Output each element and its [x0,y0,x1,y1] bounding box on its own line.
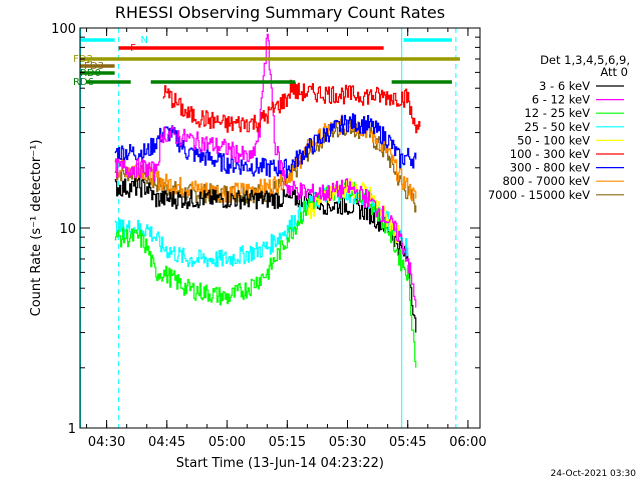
legend-label-4: 25 - 50 keV [524,120,590,134]
legend-label-2: 6 - 12 keV [532,93,590,107]
flag-label-fd2: FD2 [73,54,93,65]
x-tick-label-6: 05:45 [389,435,426,450]
x-tick-label-7: 06:00 [449,435,486,450]
legend-label-1: 3 - 6 keV [539,79,590,93]
legend-header-1: Det 1,3,4,5,6,9, [540,53,630,67]
y-tick-label-3: 100 [51,22,76,37]
x-tick-label-4: 05:15 [269,435,306,450]
x-tick-label-3: 05:00 [208,435,245,450]
flag-label-n: N [141,35,148,46]
x-tick-label-2: 04:45 [148,435,185,450]
x-tick-label-5: 05:30 [329,435,366,450]
legend-label-8: 800 - 7000 keV [502,174,590,188]
legend-label-6: 100 - 300 keV [510,147,590,161]
series-line-8 [114,114,417,203]
legend-label-5: 50 - 100 keV [517,133,590,147]
legend-label-7: 300 - 800 keV [510,161,590,175]
x-axis-label: Start Time (13-Jun-14 04:23:22) [176,456,384,471]
flag-label-fd3: FD3 [84,61,104,72]
series-layer [114,33,421,368]
legend-label-3: 12 - 25 keV [524,106,590,120]
series-line-2 [114,33,417,308]
x-axis: 04:30 04:45 05:00 05:15 05:30 05:45 06:00 [86,28,487,450]
series-line-6 [162,79,421,134]
y-axis-label: Count Rate (s⁻¹ detector⁻¹) [29,140,44,317]
y-tick-label-2: 10 [59,222,76,237]
footer-timestamp: 24-Oct-2021 03:30 [551,469,637,479]
flag-label-rd0: RD0 [80,68,101,79]
legend-header-2: Att 0 [600,65,628,79]
flag-label-rd6: RD6 [73,77,94,88]
chart-title: RHESSI Observing Summary Count Rates [115,3,445,22]
y-tick-label-1: 1 [68,422,76,437]
vertical-markers [80,28,457,428]
series-line-1 [114,177,417,333]
y-axis: 1 10 100 [51,22,480,437]
legend-label-9: 7000 - 15000 keV [488,188,590,202]
flag-label-f: F [130,43,136,54]
x-tick-label-1: 04:30 [88,435,125,450]
